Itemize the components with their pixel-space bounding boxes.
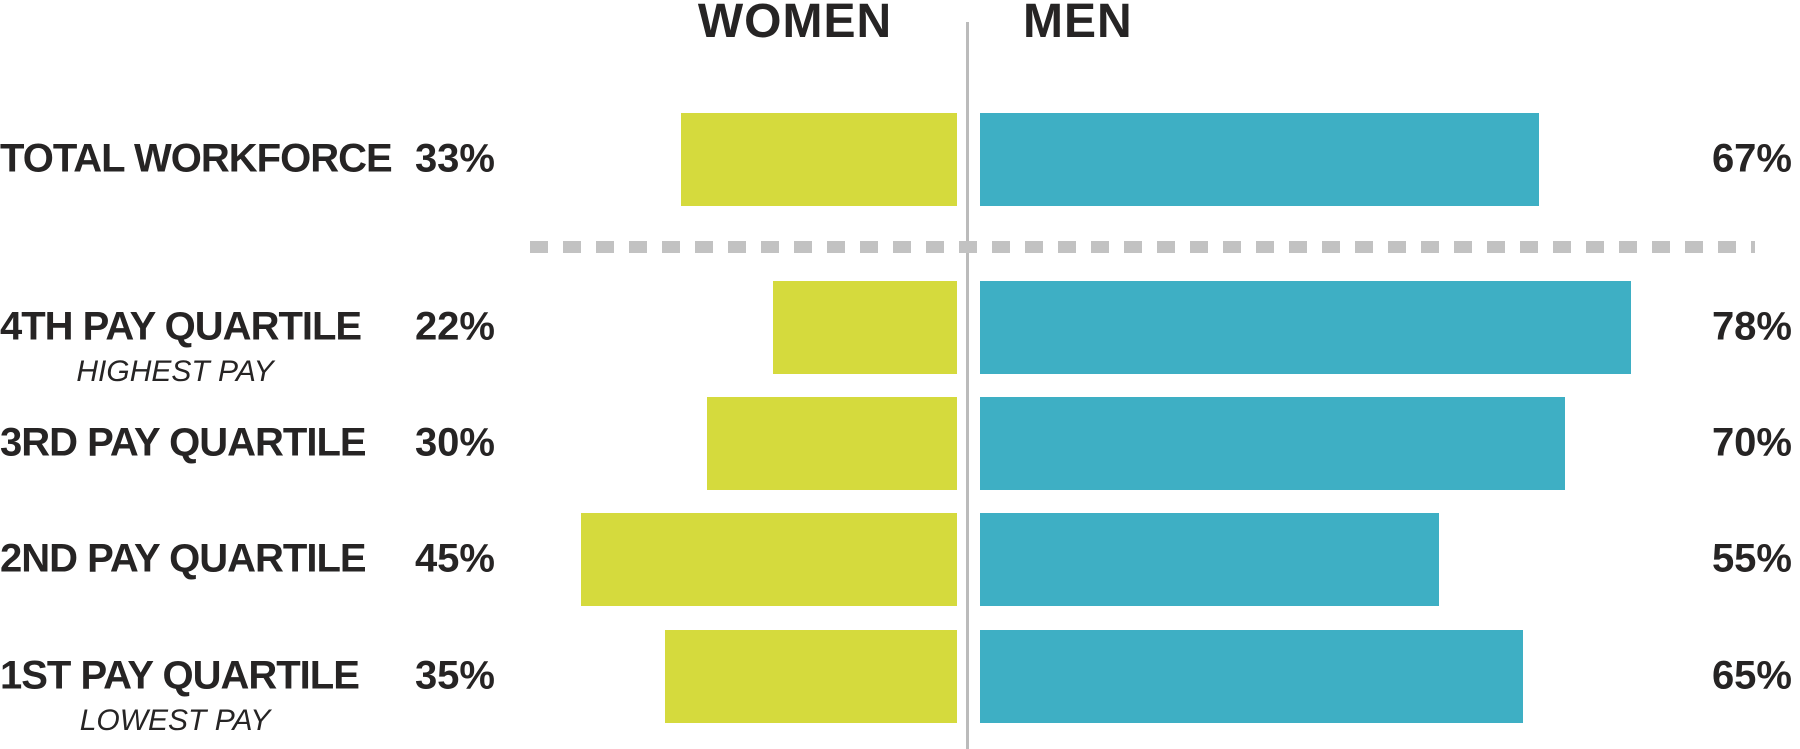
women-percent-label: 33% (414, 136, 495, 181)
chart-row-3rd-pay-quartile: 3RD PAY QUARTILE 30% 70% (0, 397, 1800, 490)
women-bar (706, 397, 957, 490)
men-percent-label: 78% (1711, 304, 1792, 349)
row-sublabel: LOWEST PAY (79, 704, 271, 737)
men-percent-label: 67% (1711, 136, 1792, 181)
men-bar (980, 397, 1565, 490)
women-bar (664, 630, 957, 723)
chart-row-2nd-pay-quartile: 2ND PAY QUARTILE 45% 55% (0, 513, 1800, 606)
dashed-separator-line (530, 241, 1755, 253)
row-label: 2ND PAY QUARTILE (0, 536, 367, 581)
row-label: TOTAL WORKFORCE (0, 136, 393, 181)
women-percent-label: 30% (414, 420, 495, 465)
women-column-header: WOMEN (697, 0, 893, 48)
center-divider-line (966, 22, 969, 749)
men-percent-label: 55% (1711, 536, 1792, 581)
men-bar (980, 281, 1632, 374)
men-bar (980, 630, 1523, 723)
women-bar (581, 513, 957, 606)
women-percent-label: 35% (414, 653, 495, 698)
men-bar (980, 513, 1440, 606)
row-sublabel: HIGHEST PAY (76, 355, 274, 388)
women-percent-label: 45% (414, 536, 495, 581)
women-percent-label: 22% (414, 304, 495, 349)
chart-row-total-workforce: TOTAL WORKFORCE 33% 67% (0, 113, 1800, 206)
men-percent-label: 70% (1711, 420, 1792, 465)
women-bar (773, 281, 957, 374)
chart-row-4th-pay-quartile: 4TH PAY QUARTILE HIGHEST PAY 22% 78% (0, 281, 1800, 388)
chart-row-1st-pay-quartile: 1ST PAY QUARTILE LOWEST PAY 35% 65% (0, 630, 1800, 737)
row-label: 3RD PAY QUARTILE (0, 420, 367, 465)
women-bar (681, 113, 957, 206)
men-percent-label: 65% (1711, 653, 1792, 698)
men-bar (980, 113, 1540, 206)
row-label: 1ST PAY QUARTILE (0, 653, 360, 698)
row-label: 4TH PAY QUARTILE (0, 304, 362, 349)
men-column-header: MEN (1023, 0, 1133, 48)
